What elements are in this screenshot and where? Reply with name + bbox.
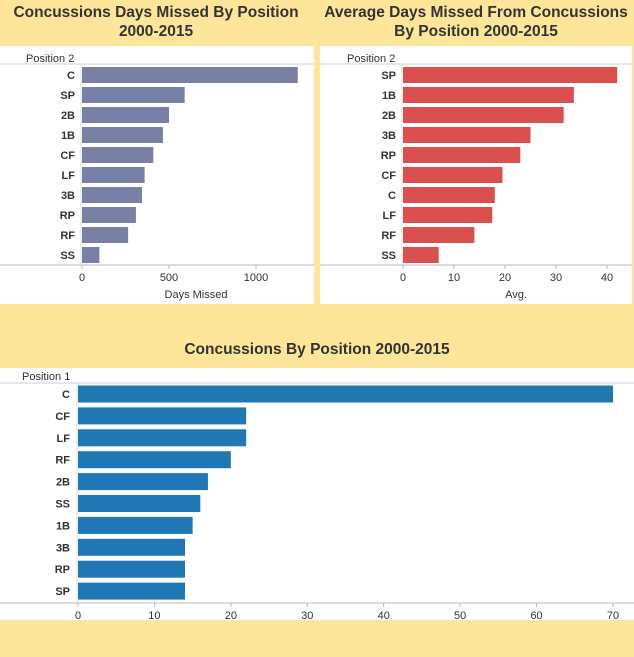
chart-3-bar-ss xyxy=(78,495,201,512)
chart-3-category-label: CF xyxy=(55,411,70,423)
chart-2-dimension-label: Position 2 xyxy=(347,53,395,65)
chart-1-bar-c xyxy=(82,67,298,83)
chart-3-x-tick-label: 10 xyxy=(148,610,160,622)
chart-1-dimension-label: Position 2 xyxy=(26,53,74,65)
chart-1-category-label: 1B xyxy=(61,130,75,142)
chart-1-x-tick-label: 0 xyxy=(79,272,85,284)
chart-2-x-tick-label: 10 xyxy=(448,272,460,284)
chart-3-category-label: 1B xyxy=(56,520,70,532)
chart-1-bar-rf xyxy=(82,227,129,243)
chart-2-bar-3b xyxy=(403,127,531,143)
chart-1-category-label: RP xyxy=(60,210,75,222)
chart-3-x-tick-label: 20 xyxy=(225,610,237,622)
chart-2-bar-c xyxy=(403,187,495,203)
chart-2-category-label: LF xyxy=(383,210,397,222)
chart-3-title: Concussions By Position 2000-2015 xyxy=(184,341,450,358)
chart-2-bar-2b xyxy=(403,107,564,123)
chart-3-bar-lf xyxy=(78,429,247,447)
chart-3-bar-rf xyxy=(78,451,231,469)
chart-2-x-tick-label: 40 xyxy=(601,272,613,284)
chart-2-category-label: C xyxy=(388,190,396,202)
chart-1-category-label: 2B xyxy=(61,110,75,122)
chart-3-x-tick-label: 50 xyxy=(454,610,466,622)
chart-3-category-label: 3B xyxy=(56,542,70,554)
chart-2-bar-lf xyxy=(403,207,493,223)
chart-1-category-label: SS xyxy=(60,250,75,262)
chart-1-title: Concussions Days Missed By Position 2000… xyxy=(13,4,299,40)
chart-3-category-label: RF xyxy=(55,455,70,467)
chart-1-bar-2b xyxy=(82,107,169,123)
chart-3-bar-3b xyxy=(78,538,185,556)
chart-1-bar-3b xyxy=(82,187,143,203)
chart-3-x-tick-label: 70 xyxy=(607,610,619,622)
chart-3-bar-rp xyxy=(78,560,185,578)
chart-2-category-label: CF xyxy=(381,170,396,182)
chart-1-x-axis-title: Days Missed xyxy=(165,289,228,301)
chart-2-category-label: 1B xyxy=(382,90,396,102)
chart-1-category-label: RF xyxy=(60,230,75,242)
chart-3-category-label: SP xyxy=(55,586,70,598)
chart-1-category-label: SP xyxy=(60,90,75,102)
chart-3-category-label: 2B xyxy=(56,477,70,489)
chart-2-bar-cf xyxy=(403,167,503,183)
chart-1-category-label: LF xyxy=(62,170,76,182)
chart-1-bar-sp xyxy=(82,87,185,103)
chart-1-x-tick-label: 1000 xyxy=(244,272,268,284)
chart-3-dimension-label: Position 1 xyxy=(22,371,70,383)
chart-2-x-axis-title: Avg. xyxy=(505,289,527,301)
chart-2-category-label: 2B xyxy=(382,110,396,122)
chart-3-x-tick-label: 60 xyxy=(530,610,542,622)
chart-1-bar-lf xyxy=(82,167,145,183)
chart-2-category-label: SS xyxy=(381,250,396,262)
chart-2-bar-rf xyxy=(403,227,475,243)
chart-1-category-label: CF xyxy=(60,150,75,162)
chart-2-bar-ss xyxy=(403,247,439,263)
chart-2-category-label: SP xyxy=(381,70,396,82)
chart-3-category-label: RP xyxy=(55,564,70,576)
chart-2-category-label: RF xyxy=(381,230,396,242)
chart-1-x-tick-label: 500 xyxy=(160,272,178,284)
chart-1-bar-cf xyxy=(82,147,154,163)
chart-1-bar-ss xyxy=(82,247,100,263)
chart-3-bar-1b xyxy=(78,516,193,534)
chart-2-category-label: 3B xyxy=(382,130,396,142)
chart-3-bar-c xyxy=(78,385,613,403)
chart-1-bar-1b xyxy=(82,127,163,143)
chart-2-category-label: RP xyxy=(381,150,396,162)
chart-1-bar-rp xyxy=(82,207,136,223)
chart-2-x-tick-label: 20 xyxy=(499,272,511,284)
chart-3-bar-sp xyxy=(78,582,185,600)
chart-1-category-label: 3B xyxy=(61,190,75,202)
chart-2-title: Average Days Missed From Concussions By … xyxy=(324,4,628,40)
chart-3-bar-2b xyxy=(78,473,208,491)
chart-3-x-tick-label: 0 xyxy=(75,610,81,622)
chart-2-bar-rp xyxy=(403,147,521,163)
chart-2-x-tick-label: 30 xyxy=(550,272,562,284)
chart-3-category-label: LF xyxy=(57,433,71,445)
chart-3-bar-cf xyxy=(78,407,247,425)
chart-3-category-label: C xyxy=(62,389,70,401)
chart-2-bar-1b xyxy=(403,87,574,103)
chart-3-x-tick-label: 40 xyxy=(378,610,390,622)
chart-2-x-tick-label: 0 xyxy=(400,272,406,284)
chart-1-category-label: C xyxy=(67,70,75,82)
chart-3-category-label: SS xyxy=(55,499,70,511)
chart-3-x-tick-label: 30 xyxy=(301,610,313,622)
chart-2-bar-sp xyxy=(403,67,618,83)
